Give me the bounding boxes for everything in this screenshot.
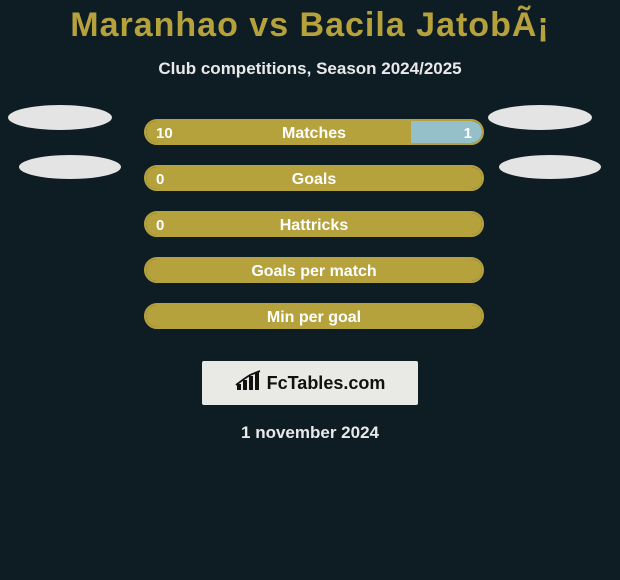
stat-value-right: 1 — [464, 121, 472, 145]
stat-label: Matches — [146, 121, 482, 145]
stat-row: Hattricks0 — [0, 211, 620, 257]
brand-box: FcTables.com — [202, 361, 418, 405]
stat-value-left: 0 — [156, 213, 164, 237]
stat-rows: Matches101Goals0Hattricks0Goals per matc… — [0, 119, 620, 349]
player-right-ellipse — [499, 155, 601, 179]
stat-label: Goals — [146, 167, 482, 191]
stat-bar: Goals per match — [144, 257, 484, 283]
page-title: Maranhao vs Bacila JatobÃ¡ — [0, 0, 620, 45]
stat-row: Goals per match — [0, 257, 620, 303]
player-left-ellipse — [8, 105, 112, 130]
stat-value-left: 10 — [156, 121, 173, 145]
stat-bar: Matches10 1 — [144, 119, 484, 145]
stat-bar: Hattricks0 — [144, 211, 484, 237]
player-right-ellipse — [488, 105, 592, 130]
stat-label: Goals per match — [146, 259, 482, 283]
stat-row: Goals0 — [0, 165, 620, 211]
comparison-infographic: Maranhao vs Bacila JatobÃ¡ Club competit… — [0, 0, 620, 580]
stat-value-left: 0 — [156, 167, 164, 191]
stat-bar: Goals0 — [144, 165, 484, 191]
bars-icon — [235, 370, 263, 397]
brand-text: FcTables.com — [267, 373, 386, 394]
stat-row: Min per goal — [0, 303, 620, 349]
stat-bar: Min per goal — [144, 303, 484, 329]
date-text: 1 november 2024 — [0, 423, 620, 443]
stat-label: Min per goal — [146, 305, 482, 329]
player-left-ellipse — [19, 155, 121, 179]
subtitle: Club competitions, Season 2024/2025 — [0, 59, 620, 79]
stat-label: Hattricks — [146, 213, 482, 237]
